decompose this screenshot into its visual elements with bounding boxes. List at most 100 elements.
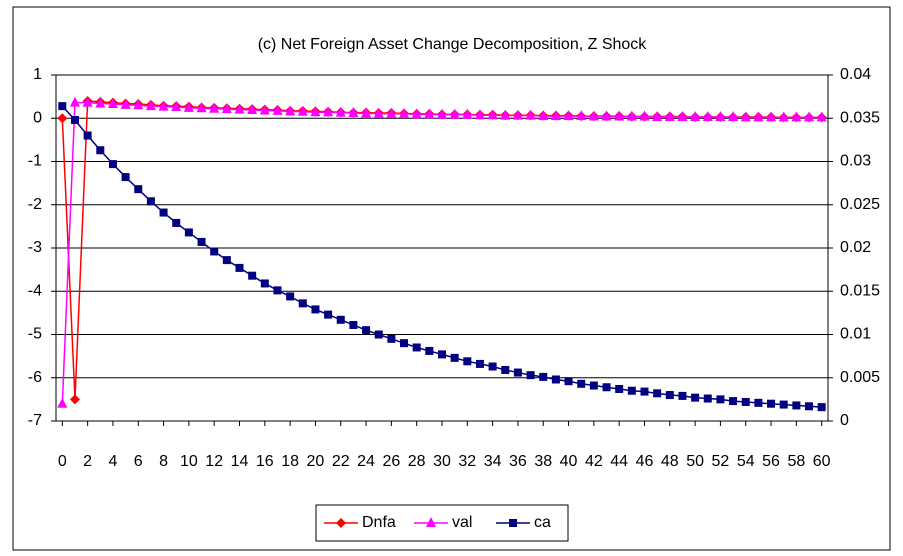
marker [210, 247, 219, 256]
marker [374, 330, 383, 339]
y-tick-label: -5 [28, 326, 42, 343]
marker [424, 108, 435, 119]
marker [678, 391, 687, 400]
marker [298, 299, 307, 308]
marker [336, 315, 345, 324]
x-tick-label: 20 [307, 453, 325, 470]
marker [792, 401, 801, 410]
x-tick-label: 2 [83, 453, 92, 470]
marker [108, 160, 117, 169]
y-tick-label: -4 [28, 282, 42, 299]
marker [525, 109, 536, 120]
marker [449, 108, 460, 119]
x-tick-label: 16 [256, 453, 274, 470]
marker [400, 339, 409, 348]
marker [171, 101, 182, 112]
marker [690, 110, 701, 121]
y2-tick-label: 0.015 [840, 282, 880, 299]
marker [691, 393, 700, 402]
marker [576, 110, 587, 121]
marker [145, 100, 156, 111]
x-tick-label: 58 [787, 453, 805, 470]
marker [361, 107, 372, 118]
marker [741, 397, 750, 406]
marker [82, 96, 93, 107]
marker [665, 391, 674, 400]
marker [197, 237, 206, 246]
marker [474, 109, 485, 120]
marker [158, 100, 169, 111]
marker [146, 197, 155, 206]
legend-label: val [452, 514, 472, 531]
marker [716, 395, 725, 404]
y-tick-label: -6 [28, 369, 42, 386]
marker [248, 271, 257, 280]
marker [387, 334, 396, 343]
marker [500, 109, 511, 120]
marker [348, 107, 359, 118]
marker [57, 113, 68, 124]
y-tick-label: -3 [28, 239, 42, 256]
marker [627, 386, 636, 395]
marker [564, 377, 573, 386]
marker [172, 218, 181, 227]
marker [601, 110, 612, 121]
x-tick-label: 18 [281, 453, 299, 470]
marker [69, 394, 80, 405]
marker [426, 517, 436, 527]
marker [653, 389, 662, 398]
x-tick-label: 0 [58, 453, 67, 470]
marker [57, 397, 68, 408]
x-tick-label: 36 [509, 453, 527, 470]
marker [311, 305, 320, 314]
marker [285, 105, 296, 116]
marker [602, 383, 611, 392]
x-tick-label: 60 [813, 453, 831, 470]
marker [615, 384, 624, 393]
marker [69, 96, 80, 107]
marker [95, 97, 106, 108]
legend-label: ca [534, 514, 551, 531]
x-tick-label: 10 [180, 453, 198, 470]
marker [526, 371, 535, 380]
marker [639, 110, 650, 121]
x-tick-label: 30 [433, 453, 451, 470]
x-tick-label: 22 [332, 453, 350, 470]
marker [336, 518, 346, 528]
marker [767, 399, 776, 408]
x-tick-label: 32 [458, 453, 476, 470]
marker [728, 110, 739, 121]
y-tick-label: -7 [28, 412, 42, 429]
y2-tick-label: 0 [840, 412, 849, 429]
marker [437, 108, 447, 119]
marker [386, 107, 397, 118]
x-tick-label: 12 [205, 453, 223, 470]
marker [362, 326, 371, 335]
marker [614, 110, 625, 121]
marker [753, 111, 764, 122]
chart-title: (c) Net Foreign Asset Change Decompositi… [258, 36, 648, 53]
x-tick-label: 40 [560, 453, 578, 470]
marker [715, 110, 726, 121]
marker [107, 97, 118, 108]
marker [462, 108, 473, 119]
marker [297, 105, 308, 116]
x-tick-label: 56 [762, 453, 780, 470]
x-tick-label: 24 [357, 453, 375, 470]
marker [512, 109, 523, 120]
marker [640, 387, 649, 396]
y2-tick-label: 0.04 [840, 66, 871, 83]
marker [463, 357, 472, 366]
x-tick-label: 54 [737, 453, 755, 470]
x-tick-label: 44 [610, 453, 628, 470]
y-tick-label: 0 [33, 109, 42, 126]
marker [399, 107, 410, 118]
marker [702, 110, 713, 121]
y-tick-label: -2 [28, 196, 42, 213]
marker [425, 346, 434, 355]
y-tick-label: 1 [33, 66, 42, 83]
x-tick-label: 14 [231, 453, 249, 470]
marker [550, 110, 561, 121]
